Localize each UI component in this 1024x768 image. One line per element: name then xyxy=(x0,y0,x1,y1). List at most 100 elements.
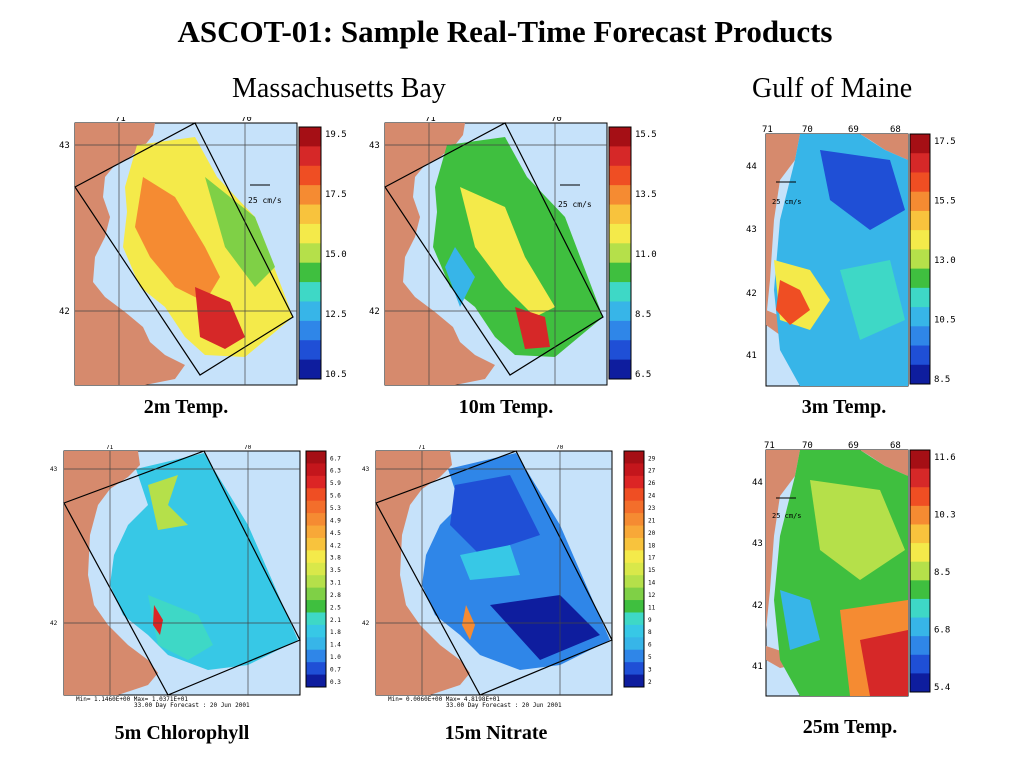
colorbar-swatch xyxy=(910,524,930,544)
lon-label-70: 70 xyxy=(241,117,252,124)
colorbar-swatch xyxy=(609,340,631,361)
lon-label-70: 70 xyxy=(556,445,564,451)
colorbar-swatch xyxy=(306,575,326,589)
land-mass xyxy=(376,451,470,695)
lat-label-44: 44 xyxy=(746,162,757,172)
colorbar-swatch xyxy=(624,500,644,514)
colorbar-label: 0.7 xyxy=(330,667,341,674)
colorbar-label: 6 xyxy=(648,642,652,649)
temperature-warm-region xyxy=(460,187,555,317)
colorbar-label: 27 xyxy=(648,468,656,475)
colorbar-swatch xyxy=(306,649,326,663)
temperature-hot-spot xyxy=(195,287,245,349)
lat-label-43: 43 xyxy=(362,466,370,473)
land-mass xyxy=(64,451,158,695)
land-mass-east xyxy=(860,450,908,476)
lat-label-41: 41 xyxy=(752,662,763,672)
land-mass xyxy=(75,123,185,385)
colorbar-label: 12.5 xyxy=(325,310,347,320)
colorbar-label: 6.7 xyxy=(330,455,341,462)
page-title: ASCOT-01: Sample Real-Time Forecast Prod… xyxy=(177,14,833,49)
colorbar-swatch xyxy=(910,364,930,385)
colorbar-swatch xyxy=(910,191,930,212)
colorbar-label: 0.3 xyxy=(330,679,341,686)
colorbar-label: 5.3 xyxy=(330,505,341,512)
colorbar-swatch xyxy=(624,674,644,688)
colorbar-swatch xyxy=(624,488,644,502)
colorbar-frame xyxy=(608,126,632,380)
lon-label-71: 71 xyxy=(106,445,114,451)
model-domain-boundary xyxy=(63,450,301,696)
lat-label-43: 43 xyxy=(746,225,757,235)
colorbar-swatch xyxy=(609,243,631,264)
minmax-text: Min= 1.1460E+00 Max= 1.0371E+01 xyxy=(76,696,188,703)
vector-scale-label: 25 cm/s xyxy=(772,198,802,206)
colorbar: 6.7 6.3 5.9 5.6 5.3 4.9 4.5 4.2 3.8 3.5 3.1 2.8 2.5 2… xyxy=(305,450,341,688)
colorbar-swatch xyxy=(306,587,326,601)
colorbar-swatch xyxy=(306,612,326,626)
colorbar-label: 10.5 xyxy=(325,370,347,380)
nitrate-low-region xyxy=(450,475,540,555)
lon-label-70: 70 xyxy=(802,125,813,135)
colorbar-swatch xyxy=(609,223,631,244)
colorbar-label: 13.0 xyxy=(934,256,956,266)
colorbar-label: 5.6 xyxy=(330,493,341,500)
temperature-hot-spot xyxy=(776,280,810,325)
colorbar-swatch xyxy=(306,637,326,651)
colorbar-frame xyxy=(305,450,327,688)
colorbar-swatch xyxy=(624,624,644,638)
colorbar-swatch xyxy=(910,636,930,656)
lon-label-70: 70 xyxy=(802,441,813,451)
temperature-cool-region xyxy=(445,247,475,307)
map-panel-10m-temp: 71 70 43 42 25 cm/s 15.5 13.5 11.0 8.5 6.5 xyxy=(365,117,665,389)
colorbar-swatch xyxy=(306,451,326,464)
caption-2m-temp: 2m Temp. xyxy=(143,396,229,418)
colorbar-swatch xyxy=(306,550,326,564)
map-panel-2m-temp: 71 70 43 42 25 cm/s 19.5 17.5 15.0 12.5 10.5 xyxy=(55,117,355,389)
lat-label-42: 42 xyxy=(752,601,763,611)
vector-scale-label: 25 cm/s xyxy=(248,196,282,205)
colorbar-swatch xyxy=(306,600,326,613)
lat-label-42: 42 xyxy=(362,620,370,627)
colorbar-label: 5 xyxy=(648,654,652,661)
chlorophyll-high-region xyxy=(148,475,188,530)
colorbar-swatch xyxy=(910,654,930,674)
land-mass xyxy=(766,134,800,320)
colorbar-swatch xyxy=(624,451,644,464)
nitrate-mid-region xyxy=(460,545,520,580)
colorbar-frame xyxy=(909,449,931,693)
colorbar-swatch xyxy=(624,475,644,489)
temperature-warm-region xyxy=(135,177,220,302)
forecast-text: 33.00 Day Forecast : 20 Jun 2001 xyxy=(446,702,562,709)
lat-label-41: 41 xyxy=(746,351,757,361)
colorbar-label: 14 xyxy=(648,580,656,587)
colorbar-swatch xyxy=(306,537,326,551)
lat-label-43: 43 xyxy=(59,141,70,151)
colorbar-swatch xyxy=(299,301,321,322)
caption-25m-temp: 25m Temp. xyxy=(802,716,898,738)
caption-3m-temp: 3m Temp. xyxy=(801,396,887,418)
colorbar-label: 9 xyxy=(648,617,652,624)
model-domain-boundary xyxy=(375,450,613,696)
lat-label-43: 43 xyxy=(50,466,58,473)
colorbar-label: 6.5 xyxy=(635,370,651,380)
temperature-cool-region xyxy=(780,590,820,650)
colorbar-label: 24 xyxy=(648,493,656,500)
land-mass xyxy=(385,123,495,385)
colorbar: 17.5 15.5 13.0 10.5 8.5 xyxy=(909,133,956,385)
minmax-text: Min= 0.0060E+00 Max= 4.8198E+01 xyxy=(388,696,500,703)
colorbar-swatch xyxy=(910,172,930,193)
forecast-text: 33.00 Day Forecast : 20 Jun 2001 xyxy=(134,702,250,709)
colorbar-label: 23 xyxy=(648,505,656,512)
temperature-mid-region xyxy=(840,260,905,340)
colorbar: 11.6 10.3 8.5 6.8 5.4 xyxy=(909,449,956,693)
vector-scale-label: 25 cm/s xyxy=(558,200,592,209)
map-panel-25m-temp: 71 70 69 68 44 43 42 41 25 cm/s 11.6 10.3… xyxy=(740,440,960,700)
colorbar-swatch xyxy=(299,185,321,206)
colorbar-label: 26 xyxy=(648,480,656,487)
colorbar-label: 29 xyxy=(648,455,656,462)
chlorophyll-mid-region xyxy=(148,595,213,660)
colorbar-label: 15.0 xyxy=(325,250,347,260)
colorbar-swatch xyxy=(299,320,321,341)
colorbar-swatch xyxy=(910,673,930,693)
